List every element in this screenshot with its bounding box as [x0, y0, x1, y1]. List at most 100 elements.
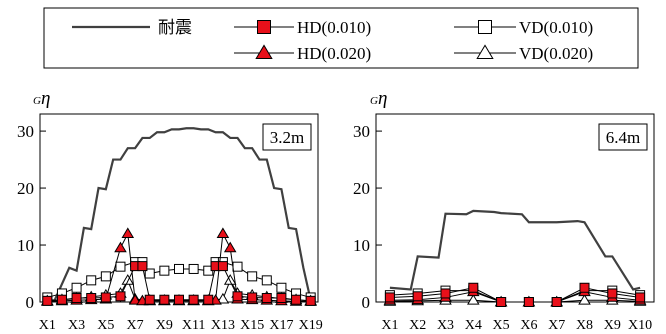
- y-tick-label: 10: [17, 236, 34, 255]
- data-point: [188, 294, 199, 305]
- data-point: [223, 274, 237, 285]
- data-point: [578, 294, 591, 305]
- data-point: [217, 261, 228, 272]
- data-point: [144, 294, 155, 305]
- y-tick-label: 0: [26, 293, 35, 312]
- x-tick-label: X13: [211, 318, 235, 333]
- legend: 耐震 HD(0.010) VD(0.010) HD(0.020) VD(0.020): [43, 7, 639, 69]
- data-point: [523, 297, 534, 307]
- data-point: [261, 275, 272, 286]
- x-tick-label: X15: [240, 318, 264, 333]
- data-point: [144, 268, 155, 279]
- data-point: [467, 294, 480, 305]
- x-tick-label: X9: [156, 318, 173, 333]
- y-axis-label: η: [41, 88, 50, 109]
- x-tick-label: X4: [465, 318, 482, 333]
- series-耐震: [389, 209, 641, 291]
- x-tick-label: X1: [39, 318, 56, 333]
- data-point: [86, 275, 97, 286]
- panel-3-2m: G η 0 10 20 30 X1 X3 X5 X7 X9 X11 X13 X15 X17 X19 3.2…: [17, 88, 323, 333]
- legend-label: HD(0.020): [297, 44, 371, 63]
- x-tick-label: X3: [437, 318, 454, 333]
- panel-tag-box: [598, 123, 648, 151]
- series-line: [389, 209, 641, 291]
- y-tick-label: 0: [362, 293, 371, 312]
- data-point: [255, 44, 273, 60]
- legend-item: VD(0.020): [454, 44, 593, 63]
- panel-tag: 3.2m: [270, 128, 304, 147]
- data-point: [232, 291, 243, 302]
- panel-tag-box: [262, 123, 312, 151]
- legend-item: 耐震: [72, 18, 192, 37]
- data-point: [247, 271, 258, 282]
- x-tick-label: X7: [548, 318, 565, 333]
- data-point: [121, 274, 135, 285]
- data-point: [115, 261, 126, 272]
- x-tick-label: X17: [269, 318, 293, 333]
- data-point: [551, 297, 562, 307]
- data-point: [223, 241, 237, 253]
- x-tick-label: X1: [381, 318, 398, 333]
- legend-item: HD(0.010): [234, 18, 371, 37]
- series-line: [47, 127, 312, 302]
- x-tick-label: X19: [299, 318, 323, 333]
- panel-tag: 6.4m: [606, 128, 640, 147]
- y-tick-label: 20: [17, 179, 34, 198]
- data-point: [115, 291, 126, 302]
- data-point: [159, 294, 170, 305]
- x-tick-label: X7: [127, 318, 144, 333]
- x-tick-label: X2: [409, 318, 426, 333]
- x-tick-label: X3: [68, 318, 85, 333]
- data-point: [42, 295, 53, 306]
- x-tick-label: X6: [520, 318, 537, 333]
- data-point: [121, 227, 135, 238]
- x-tick-label: X5: [97, 318, 114, 333]
- y-axis-label: η: [378, 88, 387, 109]
- y-tick-label: 20: [353, 179, 370, 198]
- data-point: [56, 294, 67, 305]
- data-point: [607, 288, 618, 299]
- legend-item: HD(0.020): [234, 44, 371, 63]
- data-point: [476, 44, 494, 60]
- x-tick-label: X5: [493, 318, 510, 333]
- legend-label: VD(0.010): [519, 18, 593, 37]
- data-point: [86, 293, 97, 304]
- y-tick-label: 30: [353, 122, 370, 141]
- data-point: [159, 265, 170, 276]
- data-point: [247, 292, 258, 303]
- data-point: [412, 291, 423, 302]
- x-tick-label: X8: [576, 318, 593, 333]
- x-tick-label: X11: [182, 318, 206, 333]
- panel-6-4m: G η 0 10 20 30 X1 X2 X3 X4 X5 X6 X7 X8 X9 X10 6.4m: [353, 88, 655, 333]
- data-point: [384, 292, 395, 303]
- x-tick-label: X9: [604, 318, 621, 333]
- data-point: [114, 241, 127, 253]
- data-point: [137, 261, 148, 272]
- series-line: [389, 287, 641, 303]
- data-point: [232, 261, 243, 272]
- y-tick-label: 30: [17, 122, 34, 141]
- data-point: [305, 295, 316, 306]
- data-point: [100, 292, 111, 303]
- legend-label: HD(0.010): [297, 18, 371, 37]
- data-point: [188, 263, 199, 274]
- data-point: [440, 288, 451, 299]
- data-point: [203, 294, 214, 305]
- data-point: [635, 292, 646, 303]
- data-point: [71, 282, 82, 293]
- series-耐震: [47, 127, 312, 302]
- data-point: [257, 20, 271, 34]
- series-HD(0.010): [42, 261, 316, 306]
- data-point: [291, 294, 302, 305]
- data-point: [478, 20, 492, 34]
- data-point: [276, 293, 287, 304]
- data-point: [100, 271, 111, 282]
- data-point: [128, 294, 142, 305]
- legend-label: 耐震: [158, 18, 192, 37]
- data-point: [496, 297, 507, 307]
- y-axis-label-sub: G: [33, 95, 41, 107]
- data-point: [216, 292, 230, 304]
- legend-item: VD(0.010): [454, 18, 593, 37]
- data-point: [579, 282, 590, 293]
